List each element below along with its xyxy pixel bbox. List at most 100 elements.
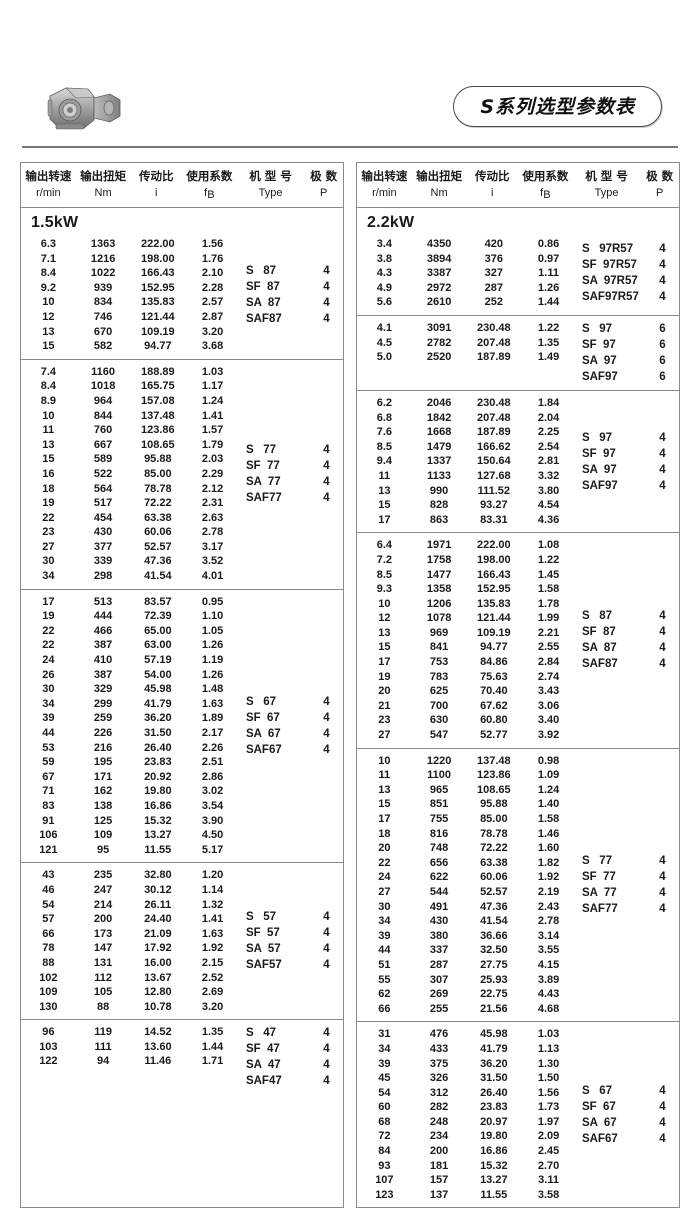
cell-fb: 1.63 xyxy=(201,697,224,710)
cell-fb: 3.68 xyxy=(201,340,224,353)
cell-fb: 2.69 xyxy=(201,986,224,999)
pole-count: 4 xyxy=(659,658,666,671)
cell-rpm: 8.5 xyxy=(376,440,393,453)
model-type-name: S 87 xyxy=(245,265,277,278)
cell-nm: 3091 xyxy=(426,321,452,334)
cell-fb: 2.10 xyxy=(201,267,224,280)
table-row: 66 255 21.56 4.68 xyxy=(357,1002,576,1017)
fb-base: f xyxy=(204,187,208,199)
spec-block: 10 1220 137.48 0.98 11 1100 123.86 1.09 13 965 108… xyxy=(357,747,679,1022)
spec-block: 7.4 1160 188.89 1.03 8.4 1018 165.75 1.17 8.9 964… xyxy=(21,358,343,589)
cell-rpm: 107 xyxy=(375,1174,394,1187)
cell-fb: 2.29 xyxy=(201,467,224,480)
cell-nm: 466 xyxy=(93,624,113,637)
pole-count: 4 xyxy=(659,870,666,883)
cell-i: 121.44 xyxy=(477,612,511,625)
cell-fb: 2.57 xyxy=(201,296,224,309)
table-row: 15 851 95.88 1.40 xyxy=(357,797,576,812)
cell-i: 207.48 xyxy=(477,411,511,424)
spec-block: 3.4 4350 420 0.86 3.8 3894 376 0.97 4.3 3387 327 1.… xyxy=(357,236,679,315)
cell-fb: 1.89 xyxy=(201,712,224,725)
cell-nm: 816 xyxy=(429,827,449,840)
model-type-name: S 97R57 xyxy=(581,243,634,256)
model-type-row: SF 97 6 xyxy=(576,337,679,353)
cell-nm: 109 xyxy=(93,829,113,842)
cell-i: 83.31 xyxy=(480,513,508,526)
cell-nm: 783 xyxy=(429,670,449,683)
table-row: 51 287 27.75 4.15 xyxy=(357,958,576,973)
table-row: 5.0 2520 187.89 1.49 xyxy=(357,350,576,365)
pole-count: 4 xyxy=(659,902,666,915)
cell-rpm: 8.4 xyxy=(40,380,57,393)
spec-table-1.5kw: 输出转速 输出扭矩 传动比 使用系数 机 型 号 极 数 r/min Nm i fB Type P 1.… xyxy=(20,162,344,1208)
pole-count: 4 xyxy=(659,431,666,444)
cell-i: 36.20 xyxy=(480,1057,508,1070)
cell-nm: 990 xyxy=(429,484,449,497)
model-type-list: S 97R57 4 SF 97R57 4 SA 97R57 4 SAF97R57 4 xyxy=(576,237,679,310)
cell-rpm: 13 xyxy=(378,783,391,796)
model-type-name: SF 97 xyxy=(581,447,616,460)
model-type-row: SF 87 4 xyxy=(240,279,343,295)
column-header-en-4: Type xyxy=(594,187,619,199)
cell-i: 41.79 xyxy=(480,1042,508,1055)
cell-rpm: 4.9 xyxy=(376,281,393,294)
pole-count: 4 xyxy=(323,281,330,294)
cell-i: 198.00 xyxy=(477,553,511,566)
cell-i: 21.56 xyxy=(480,1002,508,1015)
cell-i: 47.36 xyxy=(144,555,172,568)
table-row: 18 816 78.78 1.46 xyxy=(357,827,576,842)
model-type-name: S 67 xyxy=(245,696,277,708)
model-type-row: S 67 4 xyxy=(240,694,343,710)
table-row: 13 670 109.19 3.20 xyxy=(21,325,240,340)
cell-fb: 2.26 xyxy=(201,741,224,754)
pole-count: 4 xyxy=(659,447,666,460)
cell-fb: 1.76 xyxy=(201,252,224,265)
table-row: 11 1133 127.68 3.32 xyxy=(357,469,576,484)
cell-nm: 387 xyxy=(93,639,113,652)
cell-rpm: 55 xyxy=(378,973,391,986)
model-type-name: SA 77 xyxy=(581,886,617,899)
model-type-name: SAF87 xyxy=(245,313,282,326)
cell-nm: 312 xyxy=(429,1086,449,1099)
cell-fb: 4.01 xyxy=(201,570,224,583)
cell-rpm: 6.8 xyxy=(376,411,393,424)
table-row: 13 990 111.52 3.80 xyxy=(357,484,576,499)
cell-rpm: 66 xyxy=(378,1002,391,1015)
cell-fb: 3.20 xyxy=(201,325,224,338)
pole-count: 4 xyxy=(659,463,666,476)
model-type-name: S 97 xyxy=(581,322,613,335)
table-row: 21 700 67.62 3.06 xyxy=(357,699,576,714)
cell-nm: 94 xyxy=(96,1055,110,1068)
column-header-cn-4: 机 型 号 xyxy=(585,169,628,183)
model-type-row: SF 67 4 xyxy=(240,710,343,726)
cell-i: 222.00 xyxy=(477,539,511,552)
cell-nm: 700 xyxy=(429,699,449,712)
cell-i: 198.00 xyxy=(141,252,175,265)
table-row: 66 173 21.09 1.63 xyxy=(21,927,240,942)
cell-i: 32.80 xyxy=(144,869,172,882)
table-row: 26 387 54.00 1.26 xyxy=(21,668,240,683)
table-row: 91 125 15.32 3.90 xyxy=(21,814,240,829)
cell-fb: 1.24 xyxy=(537,783,560,796)
cell-rpm: 22 xyxy=(42,624,55,637)
column-header-cn-2: 传动比 xyxy=(474,169,510,183)
table-row: 7.6 1668 187.89 2.25 xyxy=(357,425,576,440)
cell-fb: 0.98 xyxy=(537,754,560,767)
cell-rpm: 8.5 xyxy=(376,568,393,581)
table-row: 20 625 70.40 3.43 xyxy=(357,684,576,699)
cell-rpm: 11 xyxy=(42,424,55,437)
model-type-row: S 97 4 xyxy=(576,430,679,446)
cell-i: 157.08 xyxy=(141,394,175,407)
cell-nm: 1971 xyxy=(426,539,452,552)
pole-count: 4 xyxy=(323,927,330,940)
table-row: 71 162 19.80 3.02 xyxy=(21,784,240,799)
cell-rpm: 17 xyxy=(378,513,391,526)
cell-rpm: 24 xyxy=(378,871,391,884)
cell-nm: 195 xyxy=(93,756,113,769)
cell-i: 32.50 xyxy=(480,944,508,957)
cell-i: 137.48 xyxy=(141,409,175,422)
pole-count: 4 xyxy=(323,1043,330,1056)
column-header-en-3: fB xyxy=(182,185,237,203)
cell-rpm: 54 xyxy=(378,1086,391,1099)
power-rating-label: 2.2kW xyxy=(367,214,415,231)
